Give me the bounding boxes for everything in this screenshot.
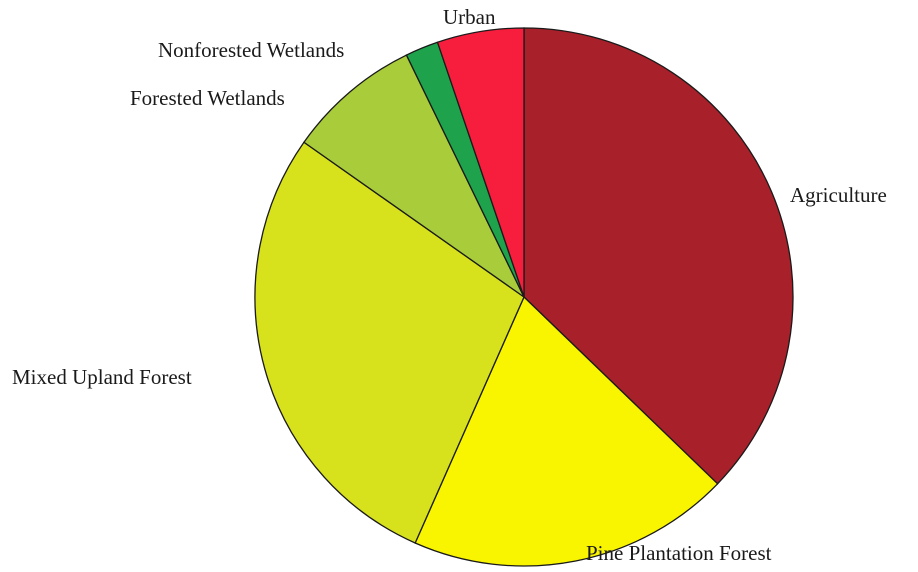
slice-label-pine-plantation-forest: Pine Plantation Forest — [586, 541, 772, 565]
pie-slice-mixed-upland-forest — [254, 141, 525, 544]
slice-label-nonforested-wetlands: Nonforested Wetlands — [158, 38, 344, 62]
pie-slice-forested-wetlands — [303, 54, 526, 299]
slice-label-agriculture: Agriculture — [790, 183, 887, 207]
slice-label-urban: Urban — [443, 5, 496, 29]
slice-label-mixed-upland-forest: Mixed Upland Forest — [12, 365, 192, 389]
pie-slice-agriculture — [523, 27, 794, 485]
pie-slice-pine-plantation-forest — [414, 295, 719, 567]
slice-label-forested-wetlands: Forested Wetlands — [130, 86, 285, 110]
pie-slices — [254, 27, 794, 567]
pie-labels: Agriculture Pine Plantation Forest Mixed… — [12, 5, 887, 565]
pie-slice-urban — [436, 27, 525, 298]
